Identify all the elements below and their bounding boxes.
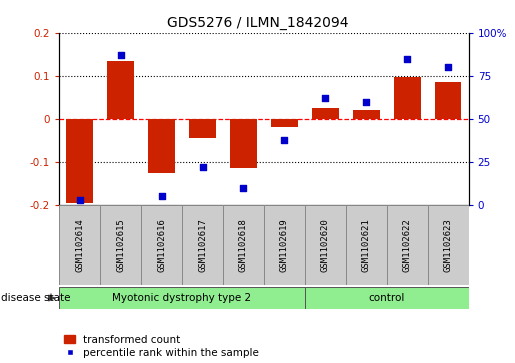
Text: GSM1102623: GSM1102623	[444, 218, 453, 272]
Point	[280, 137, 288, 143]
Legend: transformed count, percentile rank within the sample: transformed count, percentile rank withi…	[64, 335, 259, 358]
Point	[158, 193, 166, 199]
Text: control: control	[369, 293, 405, 303]
Bar	[427, 205, 469, 285]
Bar	[353, 110, 380, 119]
Bar	[100, 205, 141, 285]
Bar	[59, 287, 305, 309]
Bar	[223, 205, 264, 285]
Bar	[182, 205, 223, 285]
Bar	[107, 61, 134, 119]
Point	[239, 185, 248, 191]
Text: GDS5276 / ILMN_1842094: GDS5276 / ILMN_1842094	[167, 16, 348, 30]
Point	[403, 56, 411, 61]
Point	[321, 95, 330, 101]
Text: GSM1102621: GSM1102621	[362, 218, 371, 272]
Text: GSM1102618: GSM1102618	[239, 218, 248, 272]
Bar	[387, 205, 427, 285]
Text: GSM1102615: GSM1102615	[116, 218, 125, 272]
Bar	[148, 119, 175, 173]
Bar	[305, 287, 469, 309]
Text: GSM1102622: GSM1102622	[403, 218, 411, 272]
Bar	[346, 205, 387, 285]
Bar	[435, 82, 461, 119]
Point	[76, 197, 84, 203]
Text: GSM1102620: GSM1102620	[321, 218, 330, 272]
Text: GSM1102617: GSM1102617	[198, 218, 207, 272]
Bar	[305, 205, 346, 285]
Text: GSM1102614: GSM1102614	[75, 218, 84, 272]
Bar	[312, 108, 339, 119]
Bar	[189, 119, 216, 138]
Text: GSM1102616: GSM1102616	[157, 218, 166, 272]
Point	[116, 52, 125, 58]
Bar	[230, 119, 257, 168]
Point	[198, 164, 207, 170]
Bar	[264, 205, 305, 285]
Text: GSM1102619: GSM1102619	[280, 218, 289, 272]
Bar	[394, 77, 421, 119]
Bar	[141, 205, 182, 285]
Text: disease state: disease state	[1, 293, 71, 303]
Bar	[59, 205, 100, 285]
Text: Myotonic dystrophy type 2: Myotonic dystrophy type 2	[112, 293, 252, 303]
Point	[444, 64, 452, 70]
Bar	[66, 119, 93, 203]
Bar	[271, 119, 298, 127]
Point	[362, 99, 370, 105]
